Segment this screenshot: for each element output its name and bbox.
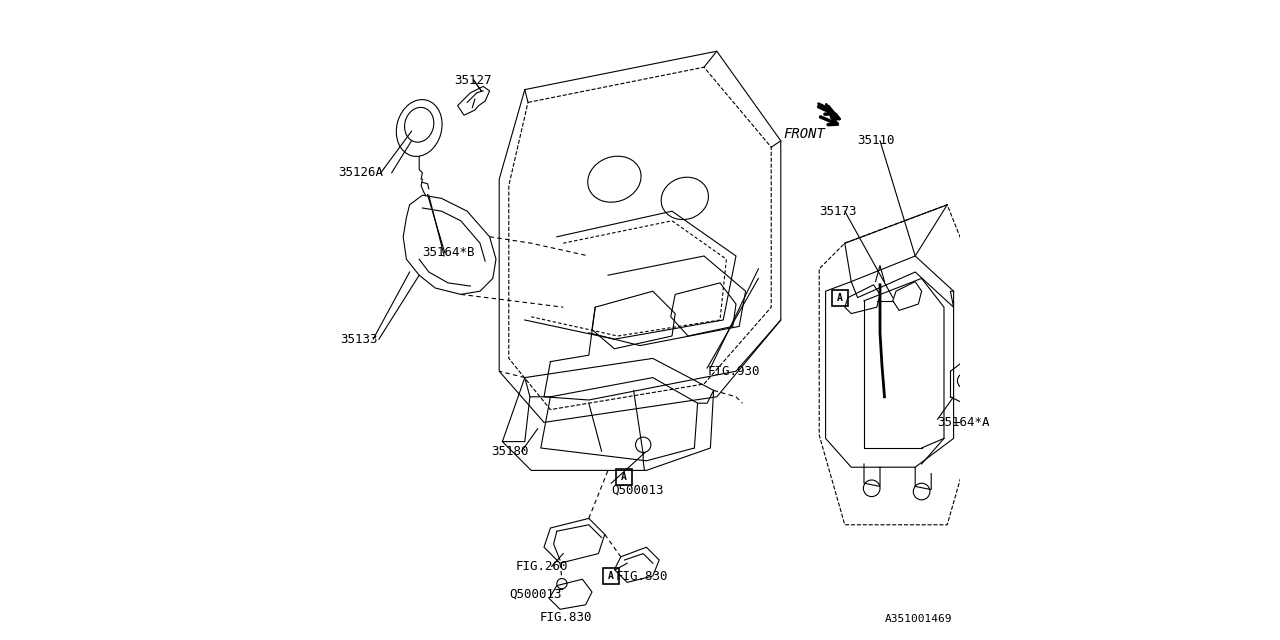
Text: 35110: 35110 xyxy=(858,134,895,147)
Text: A: A xyxy=(837,292,842,303)
Text: 35164*A: 35164*A xyxy=(937,416,991,429)
Text: FIG.830: FIG.830 xyxy=(540,611,593,624)
Text: 35133: 35133 xyxy=(340,333,378,346)
Text: Q500013: Q500013 xyxy=(612,483,664,496)
Text: 35180: 35180 xyxy=(492,445,529,458)
Text: FIG.260: FIG.260 xyxy=(516,560,568,573)
Text: 35127: 35127 xyxy=(454,74,492,86)
Text: FIG.930: FIG.930 xyxy=(708,365,760,378)
Text: A: A xyxy=(621,472,627,482)
Text: 35173: 35173 xyxy=(819,205,856,218)
Text: FRONT: FRONT xyxy=(783,127,826,141)
Text: 35126A: 35126A xyxy=(338,166,383,179)
Text: Q500013: Q500013 xyxy=(508,588,562,600)
Text: A: A xyxy=(608,571,614,581)
Text: 35164*B: 35164*B xyxy=(422,246,475,259)
Text: A351001469: A351001469 xyxy=(884,614,952,624)
Text: FIG.830: FIG.830 xyxy=(616,570,668,582)
